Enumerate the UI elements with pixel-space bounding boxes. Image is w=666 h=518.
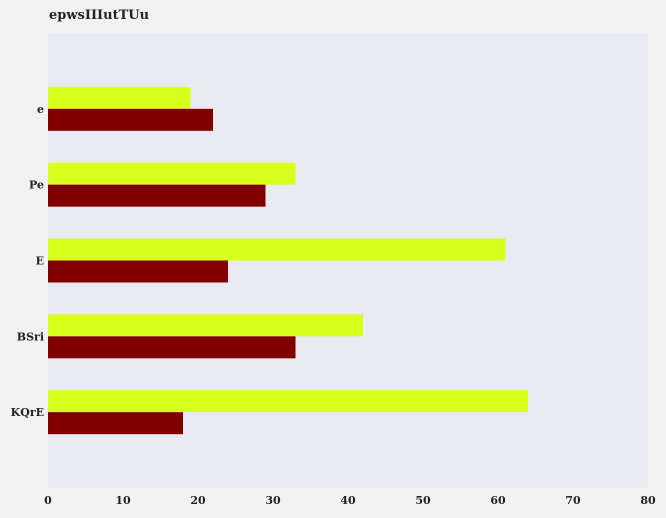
- x-tick-label: 60: [490, 494, 506, 507]
- bar-E-series2: [48, 260, 228, 283]
- bar-Pe-series2: [48, 184, 266, 207]
- bar-e-series2: [48, 108, 213, 131]
- x-tick-label: 10: [115, 494, 131, 507]
- bar-BSri-series2: [48, 336, 296, 359]
- y-tick-label: E: [36, 255, 44, 268]
- y-tick-label: KQrE: [11, 406, 44, 419]
- bar-BSri-series1: [48, 314, 363, 337]
- x-tick-labels: 0 10 20 30 40 50 60 70 80: [44, 494, 656, 507]
- chart-title: epwsIIIutTUu: [49, 8, 150, 23]
- bar-KQrE-series2: [48, 412, 183, 435]
- x-tick-label: 50: [415, 494, 431, 507]
- bar-e-series1: [48, 86, 191, 109]
- bars-group: [48, 86, 528, 435]
- x-tick-label: 80: [640, 494, 656, 507]
- y-tick-labels: KQrE BSri E Pe e: [11, 103, 44, 419]
- y-tick-label: e: [37, 103, 44, 116]
- bar-Pe-series1: [48, 162, 296, 185]
- x-tick-label: 0: [44, 494, 52, 507]
- bar-E-series1: [48, 238, 506, 261]
- x-tick-label: 40: [340, 494, 356, 507]
- x-tick-label: 30: [265, 494, 281, 507]
- x-tick-label: 70: [565, 494, 581, 507]
- y-tick-label: Pe: [29, 179, 44, 192]
- x-tick-label: 20: [190, 494, 206, 507]
- bar-KQrE-series1: [48, 390, 528, 413]
- y-tick-label: BSri: [17, 330, 44, 343]
